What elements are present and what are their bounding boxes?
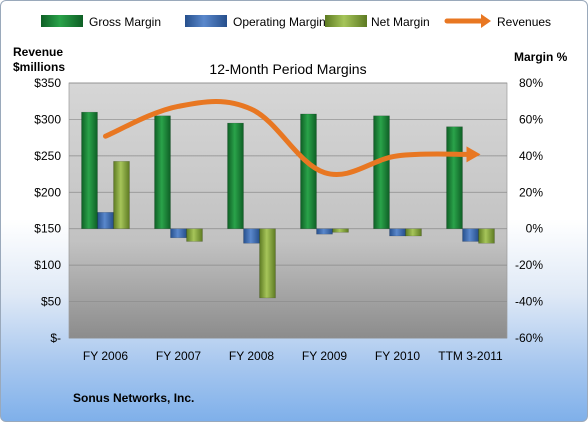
left-tick-label: $- [50,331,61,345]
net-margin-bar [332,228,349,233]
category-label: FY 2007 [156,349,201,363]
chart-title: 12-Month Period Margins [209,61,366,77]
left-tick-label: $200 [34,185,61,199]
category-label: FY 2009 [302,349,347,363]
gross-margin-bar [373,115,390,229]
left-tick-label: $250 [34,149,61,163]
left-axis-ticks: $- $50 $100 $150 $200 $250 $300 $350 [34,76,61,345]
revenues-arrowhead [466,146,481,163]
category-label: FY 2006 [83,349,128,363]
legend-label-net-margin: Net Margin [371,15,430,29]
legend-swatch-gross-margin [41,15,83,27]
legend-label-operating-margin: Operating Margin [233,15,326,29]
category-label: TTM 3-2011 [438,349,503,363]
right-tick-label: 0% [526,222,544,236]
gross-margin-bar [81,111,98,229]
gross-margin-bar [446,126,463,229]
right-axis-label: Margin % [514,50,568,64]
legend-label-gross-margin: Gross Margin [89,15,161,29]
right-tick-label: 40% [519,149,543,163]
right-tick-label: -20% [515,258,543,272]
category-labels: FY 2006 FY 2007 FY 2008 FY 2009 FY 2010 TTM 3… [83,349,503,363]
gross-margin-bar [300,113,317,229]
bars-layer [81,111,495,299]
revenue-line-layer [103,99,481,177]
operating-margin-bar [462,228,479,242]
operating-margin-bar [243,228,260,244]
operating-margin-bar [389,228,406,237]
legend-label-revenues: Revenues [497,15,551,29]
net-margin-bar [186,228,203,242]
net-margin-bar [478,228,495,244]
gross-margin-bar [227,122,244,229]
right-tick-label: -40% [515,295,543,309]
operating-margin-bar [316,228,333,235]
right-axis-ticks: -60% -40% -20% 0% 20% 40% 60% 80% [515,76,543,345]
legend-arrow-revenues [481,14,491,28]
right-tick-label: -60% [515,331,543,345]
left-tick-label: $350 [34,76,61,90]
left-axis-label-line1: Revenue [13,45,63,59]
left-tick-label: $150 [34,222,61,236]
net-margin-bar [113,161,130,229]
left-axis-label-line2: $millions [13,60,65,74]
legend: Gross Margin Operating Margin Net Margin… [41,14,551,29]
category-label: FY 2008 [229,349,274,363]
operating-margin-bar [97,212,114,229]
legend-swatch-net-margin [325,15,367,27]
right-tick-label: 80% [519,76,543,90]
net-margin-bar [405,228,422,237]
right-tick-label: 20% [519,185,543,199]
right-tick-label: 60% [519,112,543,126]
left-tick-label: $100 [34,258,61,272]
plot-area [68,82,508,339]
operating-margin-bar [170,228,187,239]
left-tick-label: $300 [34,112,61,126]
legend-swatch-operating-margin [185,15,227,27]
footnote: Sonus Networks, Inc. [73,391,194,405]
net-margin-bar [259,228,276,299]
revenues-line [103,99,473,177]
category-label: FY 2010 [375,349,420,363]
left-tick-label: $50 [41,295,61,309]
gross-margin-bar [154,115,171,229]
